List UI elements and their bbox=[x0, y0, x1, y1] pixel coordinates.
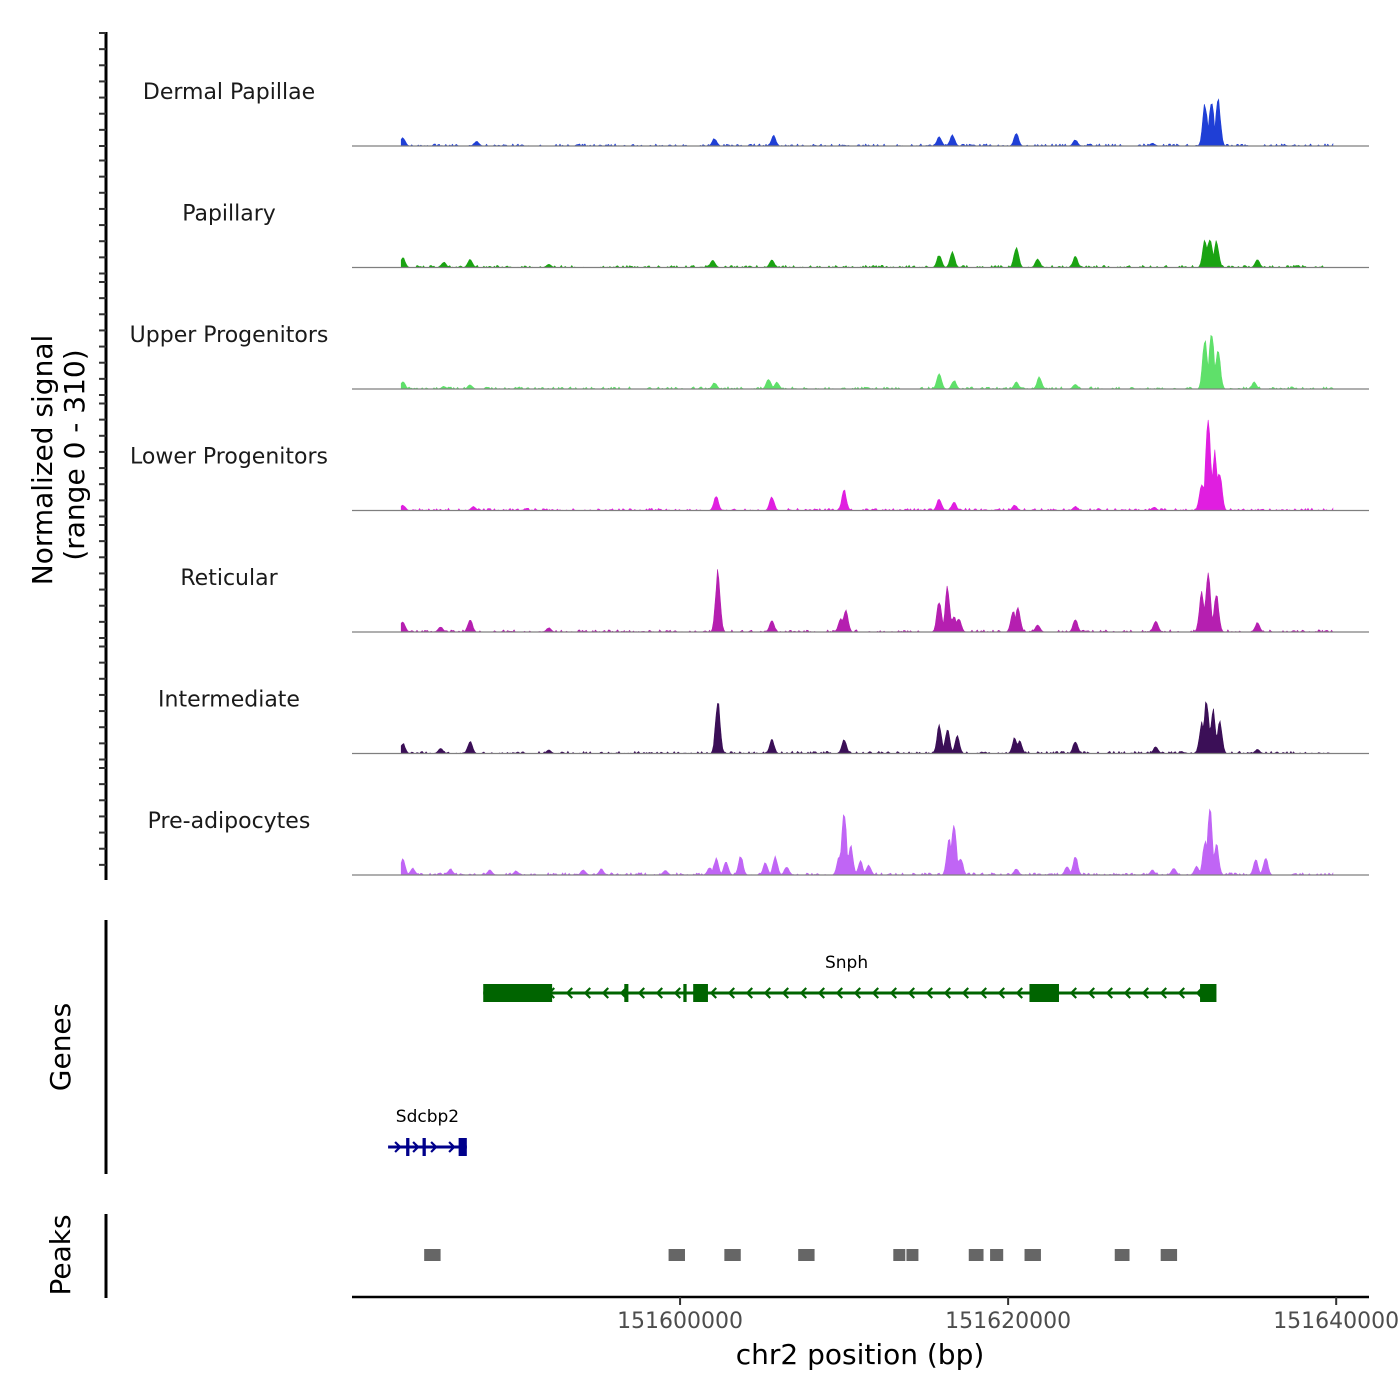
signal-y-axis bbox=[99, 32, 108, 880]
track-label: Dermal Papillae bbox=[143, 80, 315, 105]
coverage-area bbox=[400, 239, 1333, 269]
x-tick-label: 151600000 bbox=[617, 1309, 743, 1334]
strand-chevron bbox=[871, 987, 880, 999]
coverage-tracks: Dermal Papillae Papillary Upper Progenitor… bbox=[130, 80, 1369, 876]
strand-chevron bbox=[1087, 987, 1096, 999]
peak-region bbox=[990, 1249, 1004, 1261]
strand-chevron bbox=[709, 987, 718, 999]
peak-region bbox=[424, 1249, 441, 1261]
strand-chevron bbox=[835, 987, 844, 999]
track-label: Pre-adipocytes bbox=[148, 809, 311, 834]
genes-panel-label: Genes bbox=[44, 1003, 77, 1091]
strand-chevron bbox=[601, 987, 610, 999]
gene-exon bbox=[1200, 984, 1217, 1002]
peak-region bbox=[798, 1249, 815, 1261]
genes-panel: Genes Snph Sdcbp2 bbox=[44, 920, 1217, 1174]
x-axis: 151600000 151620000 151640000 chr2 positio… bbox=[352, 1295, 1399, 1371]
gene-exon bbox=[422, 1138, 426, 1156]
gene-exon bbox=[406, 1138, 410, 1156]
strand-chevron bbox=[1069, 987, 1078, 999]
strand-chevron bbox=[727, 987, 736, 999]
strand-chevron bbox=[1141, 987, 1150, 999]
y-axis-title-line1: Normalized signal bbox=[26, 335, 59, 586]
track-papillary: Papillary bbox=[182, 202, 1369, 269]
peak-region bbox=[724, 1249, 741, 1261]
y-axis-title: Normalized signal (range 0 - 310) bbox=[26, 335, 91, 586]
track-label: Reticular bbox=[180, 566, 278, 591]
strand-chevron bbox=[448, 1141, 456, 1153]
coverage-area bbox=[400, 419, 1334, 512]
gene-label: Snph bbox=[825, 953, 868, 973]
track-label: Lower Progenitors bbox=[130, 445, 328, 470]
gene-exon bbox=[483, 984, 553, 1002]
strand-chevron bbox=[673, 987, 682, 999]
coverage-area bbox=[400, 98, 1334, 147]
strand-chevron bbox=[637, 987, 646, 999]
strand-chevron bbox=[1177, 987, 1186, 999]
gene-snph: Snph bbox=[483, 953, 1217, 1002]
track-lower-progenitors: Lower Progenitors bbox=[130, 419, 1369, 512]
strand-chevron bbox=[853, 987, 862, 999]
strand-chevron bbox=[763, 987, 772, 999]
peak-region bbox=[893, 1249, 906, 1261]
track-label: Papillary bbox=[182, 202, 276, 227]
peak-region bbox=[1114, 1249, 1130, 1261]
strand-chevron bbox=[781, 987, 790, 999]
gene-exon bbox=[693, 984, 708, 1002]
strand-chevron bbox=[1105, 987, 1114, 999]
peaks-panel: Peaks bbox=[44, 1214, 1178, 1298]
x-tick-label: 151640000 bbox=[1273, 1309, 1399, 1334]
strand-chevron bbox=[1159, 987, 1168, 999]
peak-region bbox=[668, 1249, 685, 1261]
peak-region bbox=[1024, 1249, 1041, 1261]
strand-chevron bbox=[583, 987, 592, 999]
strand-chevron bbox=[961, 987, 970, 999]
gene-exon bbox=[624, 984, 629, 1002]
peak-region bbox=[906, 1249, 919, 1261]
coverage-area bbox=[400, 334, 1334, 390]
gene-exon bbox=[683, 984, 687, 1002]
strand-chevron bbox=[745, 987, 754, 999]
x-axis-ticks: 151600000 151620000 151640000 bbox=[617, 1297, 1399, 1334]
strand-chevron bbox=[1015, 987, 1024, 999]
track-upper-progenitors: Upper Progenitors bbox=[130, 323, 1369, 390]
strand-chevron bbox=[412, 1141, 420, 1153]
strand-chevron bbox=[430, 1141, 438, 1153]
gene-exon bbox=[1029, 984, 1059, 1002]
track-label: Intermediate bbox=[158, 688, 300, 713]
y-axis-title-line2: (range 0 - 310) bbox=[58, 349, 91, 560]
strand-chevron bbox=[925, 987, 934, 999]
gene-models: Snph Sdcbp2 bbox=[388, 953, 1217, 1156]
peak-regions bbox=[424, 1249, 1178, 1261]
strand-chevron bbox=[979, 987, 988, 999]
strand-chevron bbox=[1123, 987, 1132, 999]
gene-exon bbox=[458, 1138, 467, 1156]
coverage-area bbox=[400, 569, 1334, 633]
strand-chevron bbox=[394, 1141, 402, 1153]
strand-chevron bbox=[997, 987, 1006, 999]
peak-region bbox=[1160, 1249, 1178, 1261]
strand-chevron bbox=[943, 987, 952, 999]
track-pre-adipocytes: Pre-adipocytes bbox=[148, 808, 1369, 876]
track-intermediate: Intermediate bbox=[158, 688, 1369, 755]
track-label: Upper Progenitors bbox=[130, 323, 329, 348]
coverage-area bbox=[400, 701, 1333, 755]
strand-chevron bbox=[565, 987, 574, 999]
strand-chevron bbox=[889, 987, 898, 999]
track-dermal-papillae: Dermal Papillae bbox=[143, 80, 1369, 147]
x-axis-title: chr2 position (bp) bbox=[736, 1338, 985, 1371]
peaks-panel-label: Peaks bbox=[44, 1214, 77, 1295]
gene-label: Sdcbp2 bbox=[396, 1107, 459, 1127]
coverage-area bbox=[400, 808, 1334, 876]
peak-region bbox=[968, 1249, 984, 1261]
x-tick-label: 151620000 bbox=[945, 1309, 1071, 1334]
strand-chevron bbox=[655, 987, 664, 999]
strand-chevron bbox=[907, 987, 916, 999]
strand-chevron bbox=[799, 987, 808, 999]
strand-chevron bbox=[817, 987, 826, 999]
gene-sdcbp2: Sdcbp2 bbox=[388, 1107, 467, 1156]
track-reticular: Reticular bbox=[180, 566, 1369, 633]
